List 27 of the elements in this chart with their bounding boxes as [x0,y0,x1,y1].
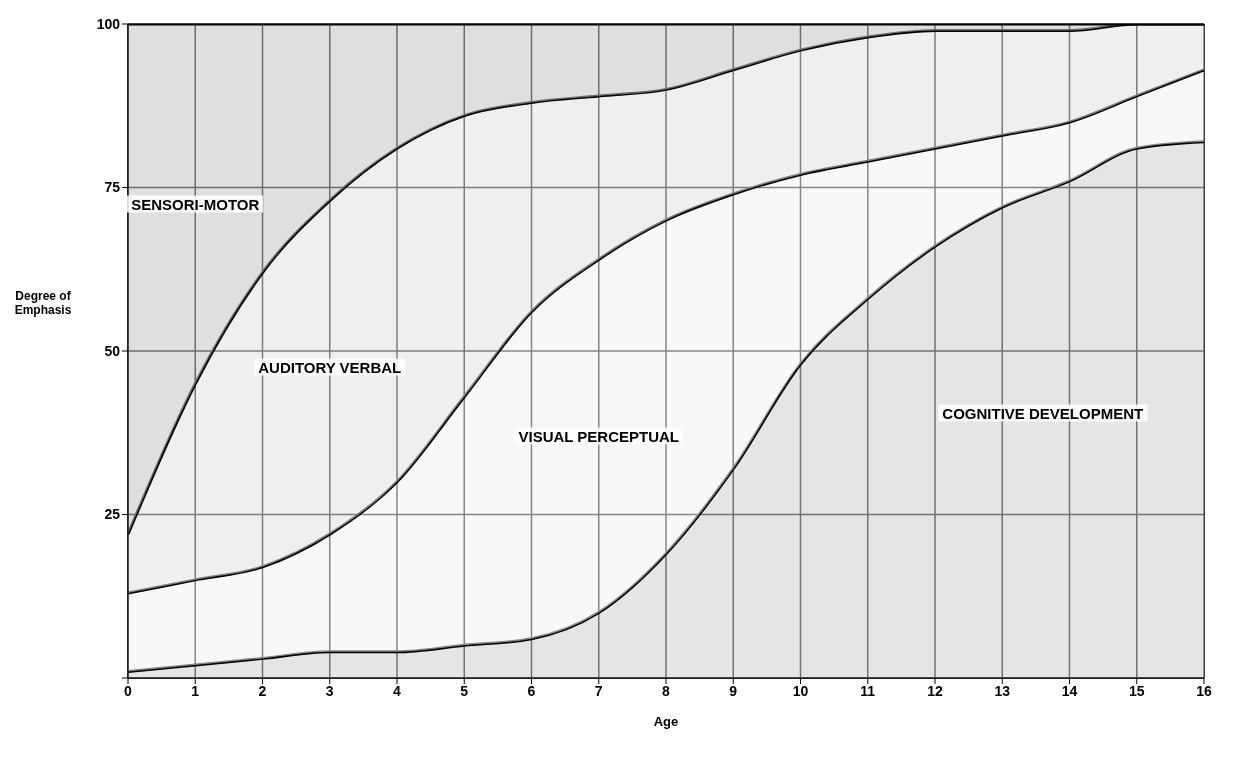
x-tick-label: 7 [594,682,603,699]
y-tick-label: 25 [104,506,121,523]
x-tick-label: 10 [792,682,809,699]
x-tick-label: 8 [662,682,671,699]
x-tick-label: 15 [1128,682,1145,699]
y-axis-title: Degree of Emphasis [13,289,73,317]
x-axis-title: Age [653,714,679,729]
x-tick-label: 4 [393,682,402,699]
x-tick-label: 6 [527,682,536,699]
x-tick-label: 16 [1196,682,1212,699]
y-tick-label: 50 [104,342,121,359]
x-tick-label: 3 [325,682,334,699]
x-tick-label: 0 [124,682,133,699]
x-tick-label: 2 [258,682,267,699]
x-tick-label: 9 [729,682,738,699]
y-tick-label: 100 [96,15,121,32]
x-tick-label: 12 [927,682,943,699]
x-tick-label: 1 [191,682,200,699]
series-label: VISUAL PERCEPTUAL [514,427,684,445]
series-label: AUDITORY VERBAL [254,358,406,376]
x-tick-label: 13 [994,682,1011,699]
series-label: SENSORI-MOTOR [127,195,264,213]
x-tick-label: 5 [460,682,469,699]
x-tick-label: 14 [1061,682,1078,699]
y-tick-label: 75 [104,179,121,196]
x-tick-label: 11 [860,682,876,699]
series-label: COGNITIVE DEVELOPMENT [938,404,1148,422]
